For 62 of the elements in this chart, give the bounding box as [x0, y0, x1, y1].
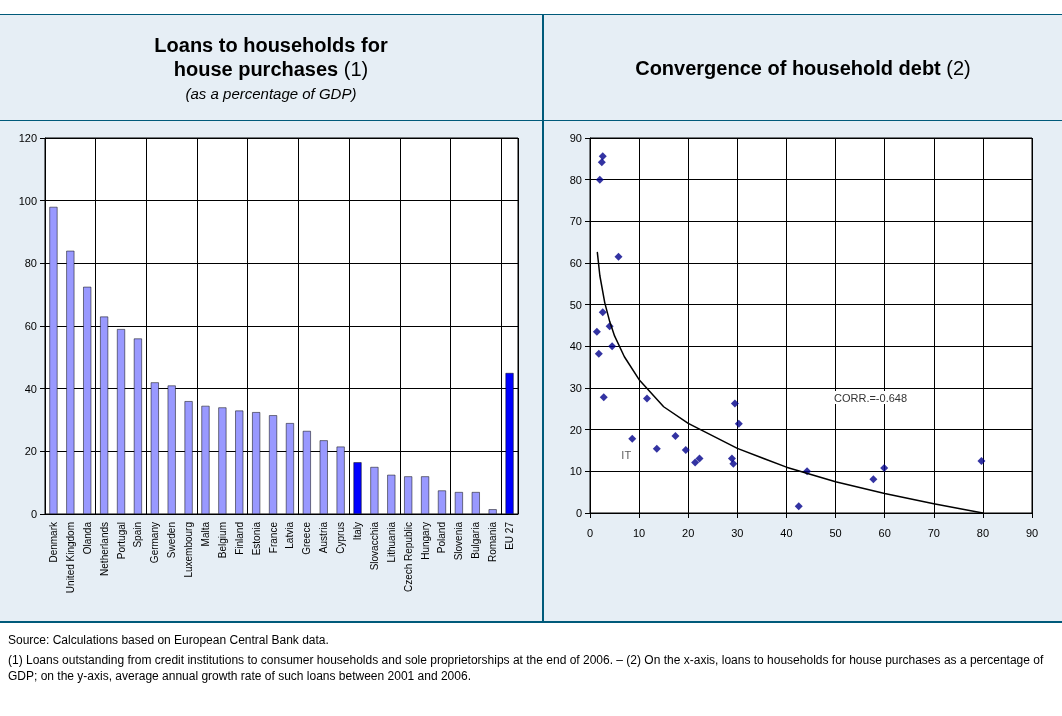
x-tick-label: 80 [976, 526, 990, 539]
x-tick-label: Portugal [115, 522, 127, 560]
y-tick-label: 0 [575, 507, 582, 519]
x-tick-label: Malta [199, 521, 211, 547]
x-tick-label: Hungary [419, 522, 431, 560]
y-tick-label: 50 [569, 298, 582, 311]
x-tick-label: Czech Republic [402, 522, 414, 593]
source-note: Source: Calculations based on European Central Bank data. [8, 632, 330, 648]
y-tick-label: 60 [569, 257, 582, 269]
annotation: IT [621, 449, 632, 462]
x-tick-label: Slovenia [453, 521, 465, 561]
x-tick-label: Greece [301, 521, 313, 555]
y-tick-label: 10 [569, 465, 582, 478]
x-tick-label: Lithuania [385, 521, 397, 563]
y-tick-label: 20 [24, 445, 37, 458]
y-tick-label: 40 [569, 340, 582, 353]
y-tick-label: 30 [569, 382, 582, 394]
x-tick-label: Italy [352, 522, 364, 541]
x-tick-label: Denmark [47, 521, 59, 563]
chart-title: Convergence of household debt (2) [635, 55, 971, 80]
y-tick-label: 70 [569, 215, 582, 228]
annotation: CORR.=-0.648 [834, 391, 908, 404]
y-tick-label: 0 [30, 508, 37, 520]
y-tick-label: 80 [24, 257, 37, 270]
x-tick-label: Latvia [284, 521, 296, 549]
x-tick-label: France [267, 521, 279, 554]
x-tick-label: Cyprus [335, 522, 347, 554]
x-tick-label: Romania [487, 521, 499, 563]
x-tick-label: United Kingdom [64, 522, 76, 594]
y-tick-label: 20 [569, 423, 582, 436]
chart-title: Loans to households for house purchases (1) [153, 33, 389, 81]
x-tick-label: 0 [586, 526, 594, 539]
x-tick-label: Belgium [216, 522, 228, 559]
x-tick-label: Sweden [166, 522, 178, 559]
x-tick-label: 30 [731, 526, 744, 539]
x-tick-label: 90 [1025, 526, 1039, 539]
x-tick-label: Bulgaria [470, 521, 482, 559]
x-tick-label: Spain [132, 522, 144, 548]
x-tick-label: 10 [632, 526, 646, 539]
x-tick-label: 60 [878, 526, 891, 539]
x-tick-label: 20 [682, 526, 695, 539]
x-tick-label: Slovacchia [368, 521, 380, 571]
x-tick-label: 70 [927, 526, 940, 539]
x-tick-label: EU 27 [504, 521, 516, 550]
text: (1) Loans outstanding from credit institutions to consumer households and sole proprietorships at the end of 2006. – (2) On the x-axis, loans to households for house purchases as a percentage of GDP; on the y-axis, average annual growth rate of such loans between 2001 and 2006. [8, 652, 1045, 684]
x-tick-label: Netherlands [98, 522, 110, 576]
x-tick-label: 50 [829, 526, 842, 539]
x-tick-label: Germany [149, 522, 161, 564]
y-tick-label: 80 [569, 173, 582, 186]
y-tick-label: 40 [24, 382, 37, 395]
x-tick-label: Poland [436, 522, 448, 554]
chart-subtitle: (as a percentage of GDP) [185, 85, 357, 102]
y-tick-label: 100 [18, 194, 37, 207]
x-tick-label: Luxembourg [183, 522, 195, 578]
x-tick-label: 40 [780, 526, 793, 539]
x-tick-label: Austria [318, 521, 330, 554]
y-tick-label: 60 [24, 320, 37, 332]
x-tick-label: Olanda [81, 521, 93, 555]
x-tick-label: Estonia [250, 521, 262, 556]
y-tick-label: 90 [569, 132, 582, 144]
x-tick-label: Finland [233, 522, 245, 555]
y-tick-label: 120 [18, 132, 37, 144]
